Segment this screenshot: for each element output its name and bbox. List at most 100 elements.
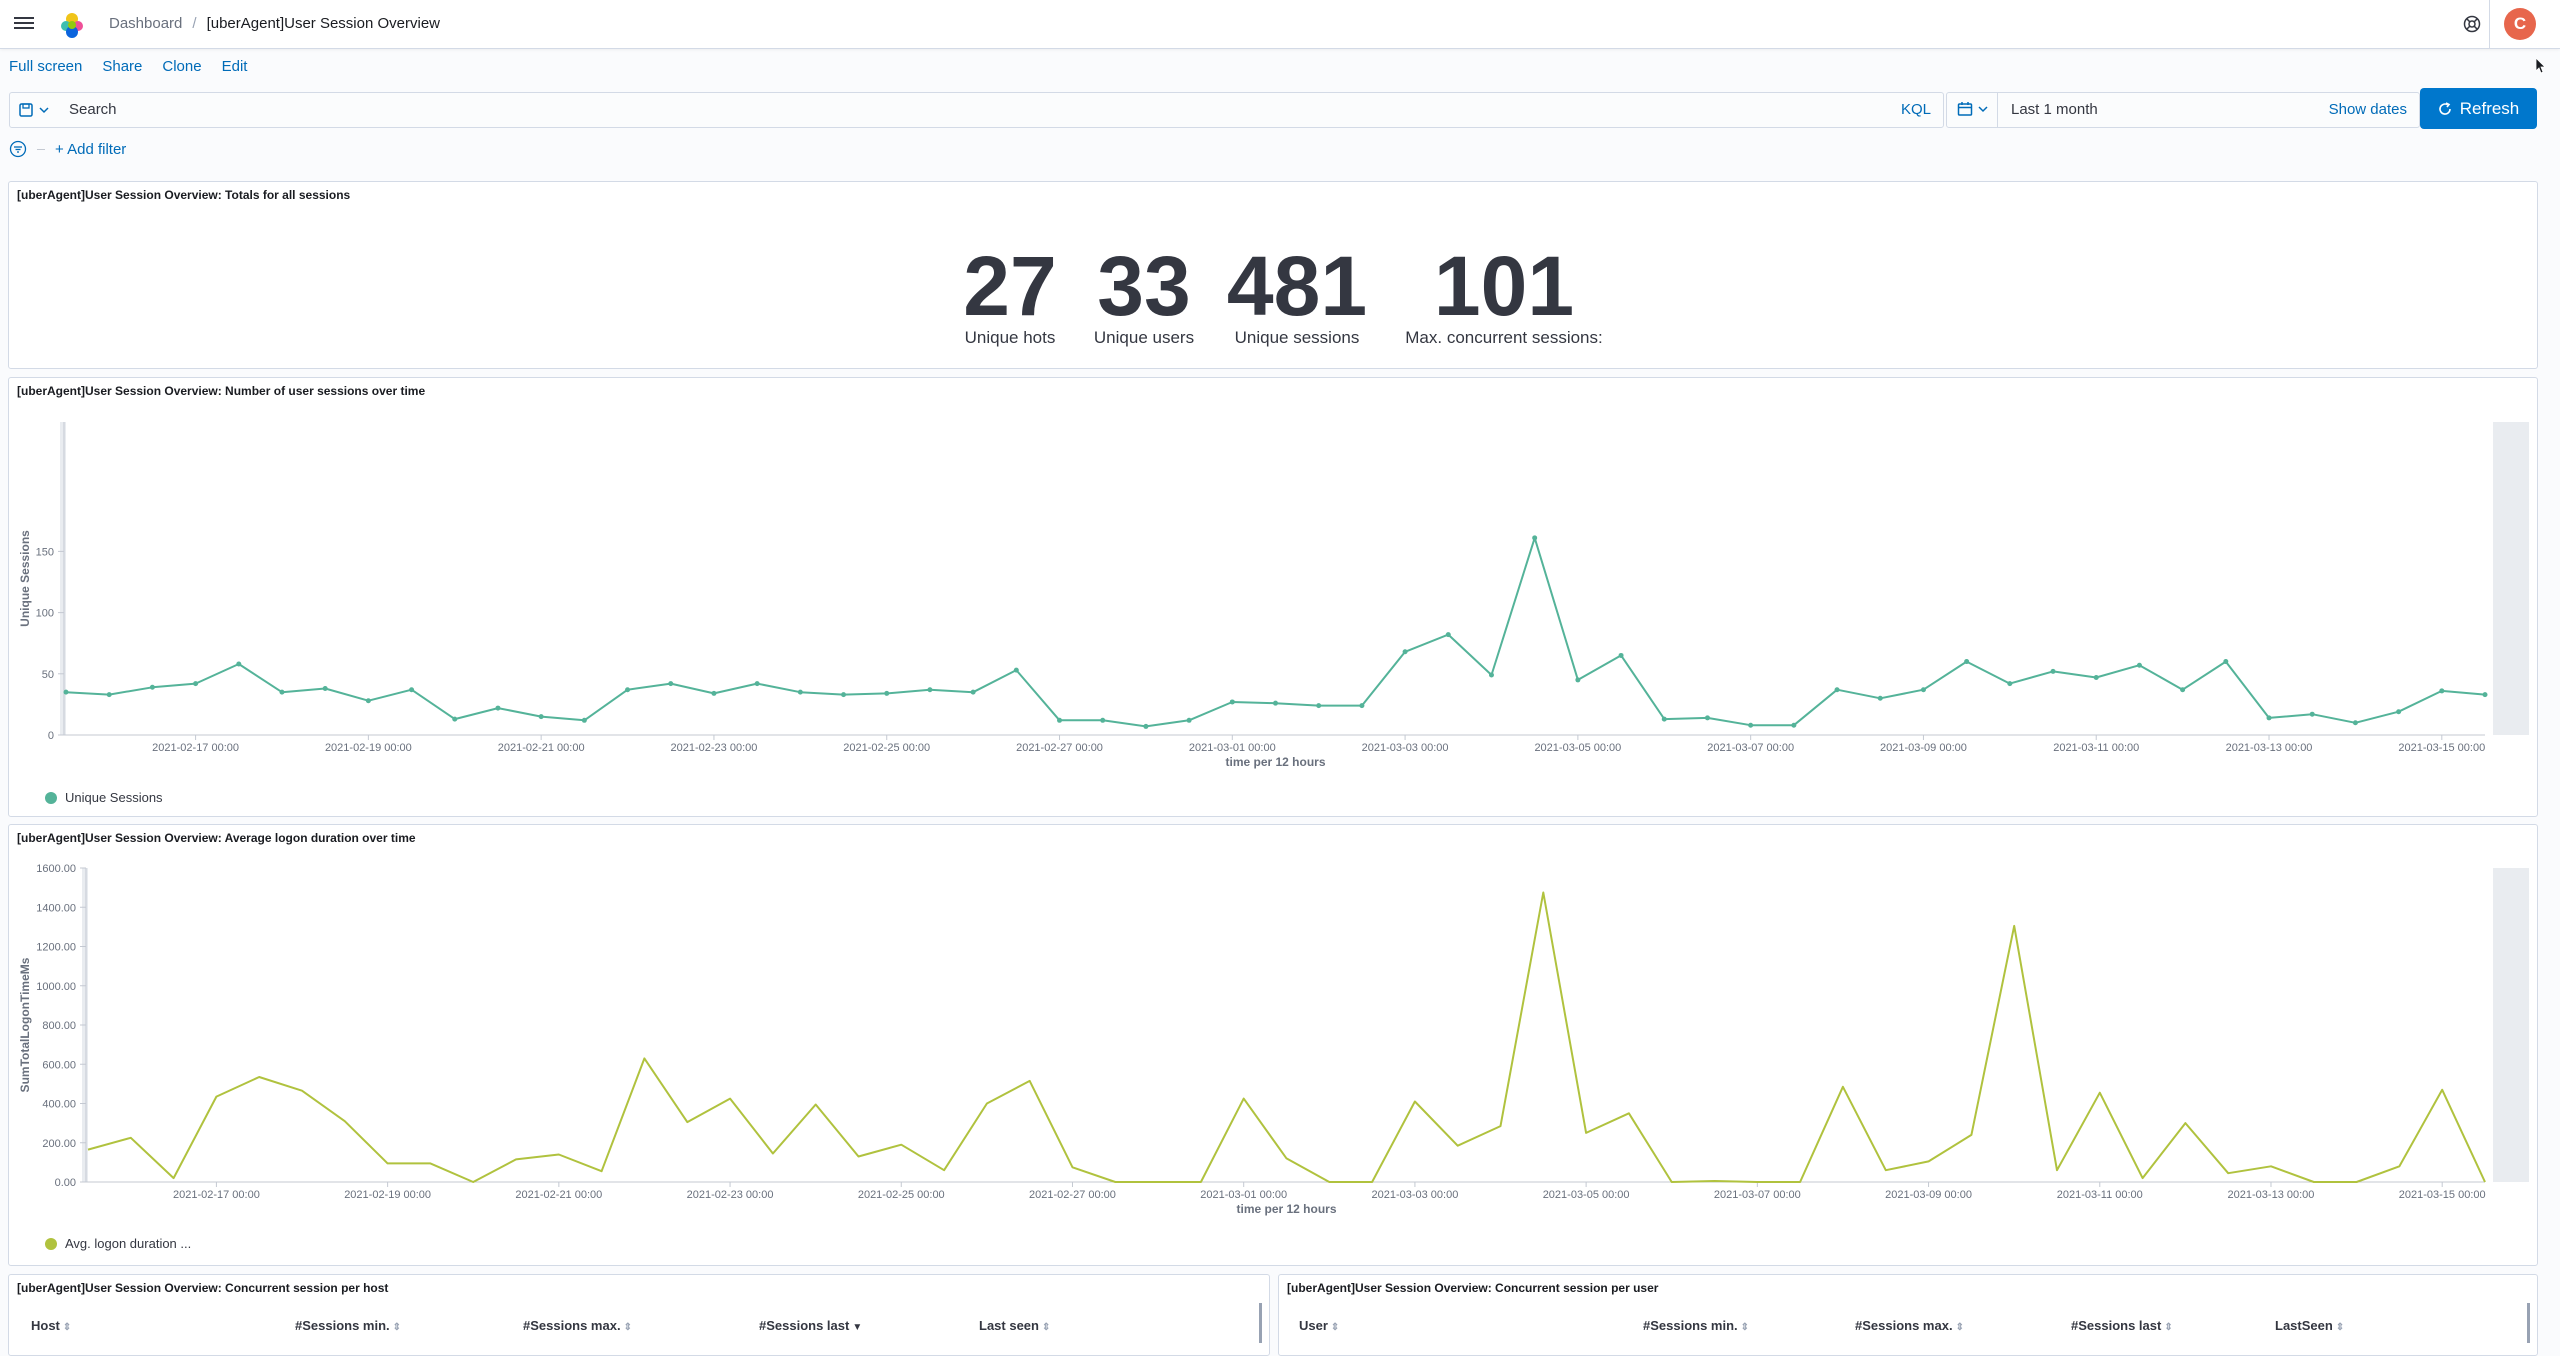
- data-point: [2352, 720, 2358, 726]
- x-axis-label: time per 12 hours: [1236, 1202, 1336, 1216]
- refresh-button[interactable]: Refresh: [2420, 88, 2537, 129]
- y-tick-label: 1400.00: [36, 902, 76, 914]
- x-tick-label: 2021-02-17 00:00: [152, 742, 239, 754]
- sort-icon: ⇕: [1330, 1322, 1340, 1333]
- legend-dot: [45, 791, 57, 804]
- series-line: [65, 536, 2486, 728]
- data-point: [1791, 722, 1797, 728]
- sort-icon: ⇕: [1740, 1322, 1750, 1333]
- column-header-last-seen[interactable]: Last seen ⇕: [979, 1318, 1051, 1333]
- data-point: [409, 687, 415, 693]
- avatar[interactable]: C: [2504, 8, 2536, 40]
- calendar-icon: [1957, 102, 1973, 116]
- column-header-sessions-last[interactable]: #Sessions last ⇕: [2071, 1318, 2173, 1333]
- legend-label: Avg. logon duration ...: [65, 1236, 192, 1251]
- x-tick-label: 2021-02-23 00:00: [671, 742, 758, 754]
- x-tick-label: 2021-02-25 00:00: [843, 742, 930, 754]
- clone-button[interactable]: Clone: [162, 58, 202, 75]
- filter-options-icon[interactable]: [9, 140, 27, 158]
- series-line: [87, 891, 2486, 1183]
- x-tick-label: 2021-02-27 00:00: [1029, 1189, 1116, 1201]
- metric-unique-users: 33 Unique users: [1079, 244, 1209, 348]
- x-tick-label: 2021-03-01 00:00: [1200, 1189, 1287, 1201]
- share-button[interactable]: Share: [102, 58, 143, 75]
- chart-legend[interactable]: Avg. logon duration ...: [45, 1236, 191, 1251]
- data-point: [1964, 659, 1970, 665]
- date-picker: Last 1 month Show dates: [1946, 92, 2420, 128]
- data-point: [1575, 677, 1581, 683]
- column-header-sessions-min[interactable]: #Sessions min. ⇕: [295, 1318, 402, 1333]
- edit-button[interactable]: Edit: [221, 58, 248, 75]
- chevron-down-icon: [1978, 106, 1988, 113]
- data-point: [538, 714, 544, 720]
- data-point: [581, 717, 587, 723]
- data-point: [1877, 695, 1883, 701]
- x-tick-label: 2021-02-25 00:00: [858, 1189, 945, 1201]
- panel-title: [uberAgent]User Session Overview: Concur…: [17, 1281, 389, 1295]
- out-of-range-area: [2493, 868, 2529, 1182]
- sort-icon: ⇕: [2164, 1322, 2173, 1333]
- x-tick-label: 2021-03-13 00:00: [2228, 1189, 2315, 1201]
- data-point: [2136, 662, 2142, 668]
- x-tick-label: 2021-03-07 00:00: [1707, 742, 1794, 754]
- saved-query-icon: [19, 103, 33, 117]
- data-point: [2050, 668, 2056, 674]
- panel-title: [uberAgent]User Session Overview: Number…: [17, 384, 426, 398]
- data-point: [106, 692, 112, 698]
- panel-title: [uberAgent]User Session Overview: Totals…: [17, 188, 351, 202]
- search-input[interactable]: Search: [69, 101, 117, 118]
- data-point: [1618, 652, 1624, 658]
- data-point: [1316, 703, 1322, 709]
- full-screen-button[interactable]: Full screen: [9, 58, 83, 75]
- data-point: [970, 689, 976, 695]
- scrollbar[interactable]: [2527, 1303, 2530, 1343]
- date-range-value[interactable]: Last 1 month: [2011, 101, 2098, 118]
- x-tick-label: 2021-02-21 00:00: [498, 742, 585, 754]
- mouse-cursor-icon: [2536, 58, 2546, 74]
- data-point: [1402, 649, 1408, 655]
- x-tick-label: 2021-02-19 00:00: [344, 1189, 431, 1201]
- x-tick-label: 2021-02-27 00:00: [1016, 742, 1103, 754]
- data-point: [236, 661, 242, 667]
- saved-query-menu[interactable]: [18, 101, 52, 119]
- column-header-user[interactable]: User ⇕: [1299, 1318, 1340, 1333]
- breadcrumb: Dashboard / [uberAgent]User Session Over…: [109, 15, 440, 32]
- metric-label: Max. concurrent sessions:: [1405, 328, 1603, 347]
- column-header-sessions-min[interactable]: #Sessions min. ⇕: [1643, 1318, 1750, 1333]
- top-navigation-bar: Dashboard / [uberAgent]User Session Over…: [0, 0, 2560, 49]
- column-header-sessions-last[interactable]: #Sessions last ▼: [759, 1318, 863, 1333]
- sort-icon: ⇕: [1955, 1322, 1964, 1333]
- data-point: [63, 689, 69, 695]
- column-header-sessions-max[interactable]: #Sessions max. ⇕: [1855, 1318, 1964, 1333]
- x-tick-label: 2021-03-11 00:00: [2053, 742, 2139, 754]
- column-header-last-seen[interactable]: LastSeen ⇕: [2275, 1318, 2345, 1333]
- column-header-host[interactable]: Host ⇕: [31, 1318, 72, 1333]
- date-divider: [1997, 93, 1998, 127]
- add-filter-button[interactable]: + Add filter: [55, 140, 127, 158]
- sessions-line-chart: 0 50 100 150 Unique Sessions 2021-02-17 00:00…: [18, 422, 2529, 769]
- menu-icon[interactable]: [14, 14, 34, 34]
- breadcrumb-dashboard[interactable]: Dashboard: [109, 15, 183, 32]
- legend-label: Unique Sessions: [65, 790, 163, 805]
- refresh-label: Refresh: [2459, 98, 2520, 118]
- totals-panel: [uberAgent]User Session Overview: Totals…: [8, 181, 2538, 369]
- metric-value: 33: [1097, 239, 1191, 333]
- data-point: [2223, 659, 2229, 665]
- panel-title: [uberAgent]User Session Overview: Averag…: [17, 831, 416, 845]
- show-dates-button[interactable]: Show dates: [2328, 101, 2407, 118]
- metric-unique-hosts: 27 Unique hots: [955, 244, 1065, 348]
- x-tick-label: 2021-03-05 00:00: [1543, 1189, 1630, 1201]
- quick-date-menu[interactable]: [1957, 101, 1989, 117]
- y-tick-label: 800.00: [42, 1020, 76, 1032]
- data-point: [1057, 717, 1063, 723]
- metric-value: 101: [1433, 239, 1575, 333]
- query-language-button[interactable]: KQL: [1900, 101, 1931, 118]
- logon-duration-line-chart: 0.00 200.00 400.00 600.00 800.00 1000.00 1200.…: [18, 863, 2529, 1216]
- y-axis-label: SumTotalLogonTimeMs: [18, 957, 32, 1092]
- column-header-sessions-max[interactable]: #Sessions max. ⇕: [523, 1318, 632, 1333]
- chart-legend[interactable]: Unique Sessions: [45, 790, 163, 805]
- elastic-logo-icon[interactable]: [58, 11, 86, 39]
- data-point: [2396, 709, 2402, 715]
- scrollbar[interactable]: [1259, 1303, 1262, 1343]
- help-icon[interactable]: [2462, 14, 2482, 34]
